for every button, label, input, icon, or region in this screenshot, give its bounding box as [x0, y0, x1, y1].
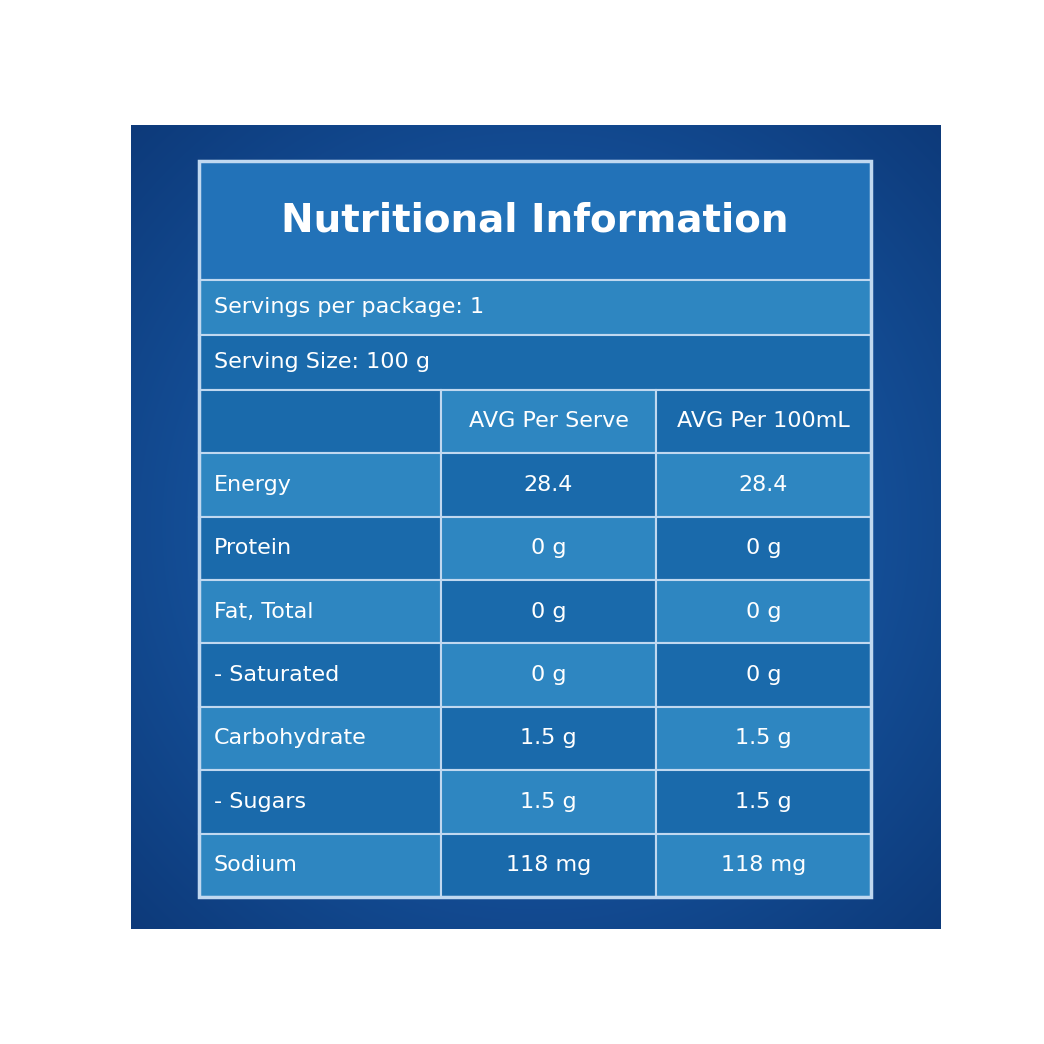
Text: 1.5 g: 1.5 g	[520, 729, 576, 749]
Text: Carbohydrate: Carbohydrate	[214, 729, 366, 749]
Text: Fat, Total: Fat, Total	[214, 601, 313, 621]
Text: Servings per package: 1: Servings per package: 1	[214, 298, 484, 317]
Bar	[656, 580, 871, 643]
Bar	[199, 517, 441, 580]
Text: 1.5 g: 1.5 g	[520, 792, 576, 812]
Bar	[199, 280, 871, 335]
Bar	[199, 389, 441, 453]
Bar	[656, 643, 871, 707]
Text: 0 g: 0 g	[745, 601, 781, 621]
Text: AVG Per Serve: AVG Per Serve	[469, 411, 628, 431]
Text: 1.5 g: 1.5 g	[735, 792, 791, 812]
Bar	[441, 453, 656, 517]
Bar	[199, 580, 441, 643]
Bar	[441, 770, 656, 833]
Text: 0 g: 0 g	[745, 539, 781, 559]
Bar	[199, 833, 441, 897]
Bar	[656, 707, 871, 770]
Bar	[441, 389, 656, 453]
Bar	[199, 707, 441, 770]
Bar	[656, 389, 871, 453]
Bar	[199, 335, 871, 389]
Bar	[441, 707, 656, 770]
Text: AVG Per 100mL: AVG Per 100mL	[677, 411, 850, 431]
Bar	[441, 833, 656, 897]
Text: 118 mg: 118 mg	[720, 855, 806, 875]
Text: Sodium: Sodium	[214, 855, 298, 875]
Bar	[656, 833, 871, 897]
Text: Energy: Energy	[214, 475, 291, 495]
Bar	[656, 453, 871, 517]
Bar	[441, 517, 656, 580]
Text: 0 g: 0 g	[530, 601, 566, 621]
Text: - Saturated: - Saturated	[214, 665, 339, 685]
Bar	[441, 643, 656, 707]
Text: Serving Size: 100 g: Serving Size: 100 g	[214, 352, 430, 373]
Text: Nutritional Information: Nutritional Information	[281, 201, 789, 240]
Text: 28.4: 28.4	[739, 475, 788, 495]
Bar	[199, 770, 441, 833]
Bar	[199, 162, 871, 897]
Bar	[656, 517, 871, 580]
Text: - Sugars: - Sugars	[214, 792, 306, 812]
Text: Protein: Protein	[214, 539, 292, 559]
Text: 0 g: 0 g	[530, 665, 566, 685]
Text: 1.5 g: 1.5 g	[735, 729, 791, 749]
Bar	[441, 580, 656, 643]
Text: 28.4: 28.4	[524, 475, 573, 495]
Text: 118 mg: 118 mg	[506, 855, 591, 875]
Bar	[199, 162, 871, 280]
Text: 0 g: 0 g	[530, 539, 566, 559]
Text: 0 g: 0 g	[745, 665, 781, 685]
Bar	[199, 453, 441, 517]
Bar	[656, 770, 871, 833]
Bar	[199, 643, 441, 707]
